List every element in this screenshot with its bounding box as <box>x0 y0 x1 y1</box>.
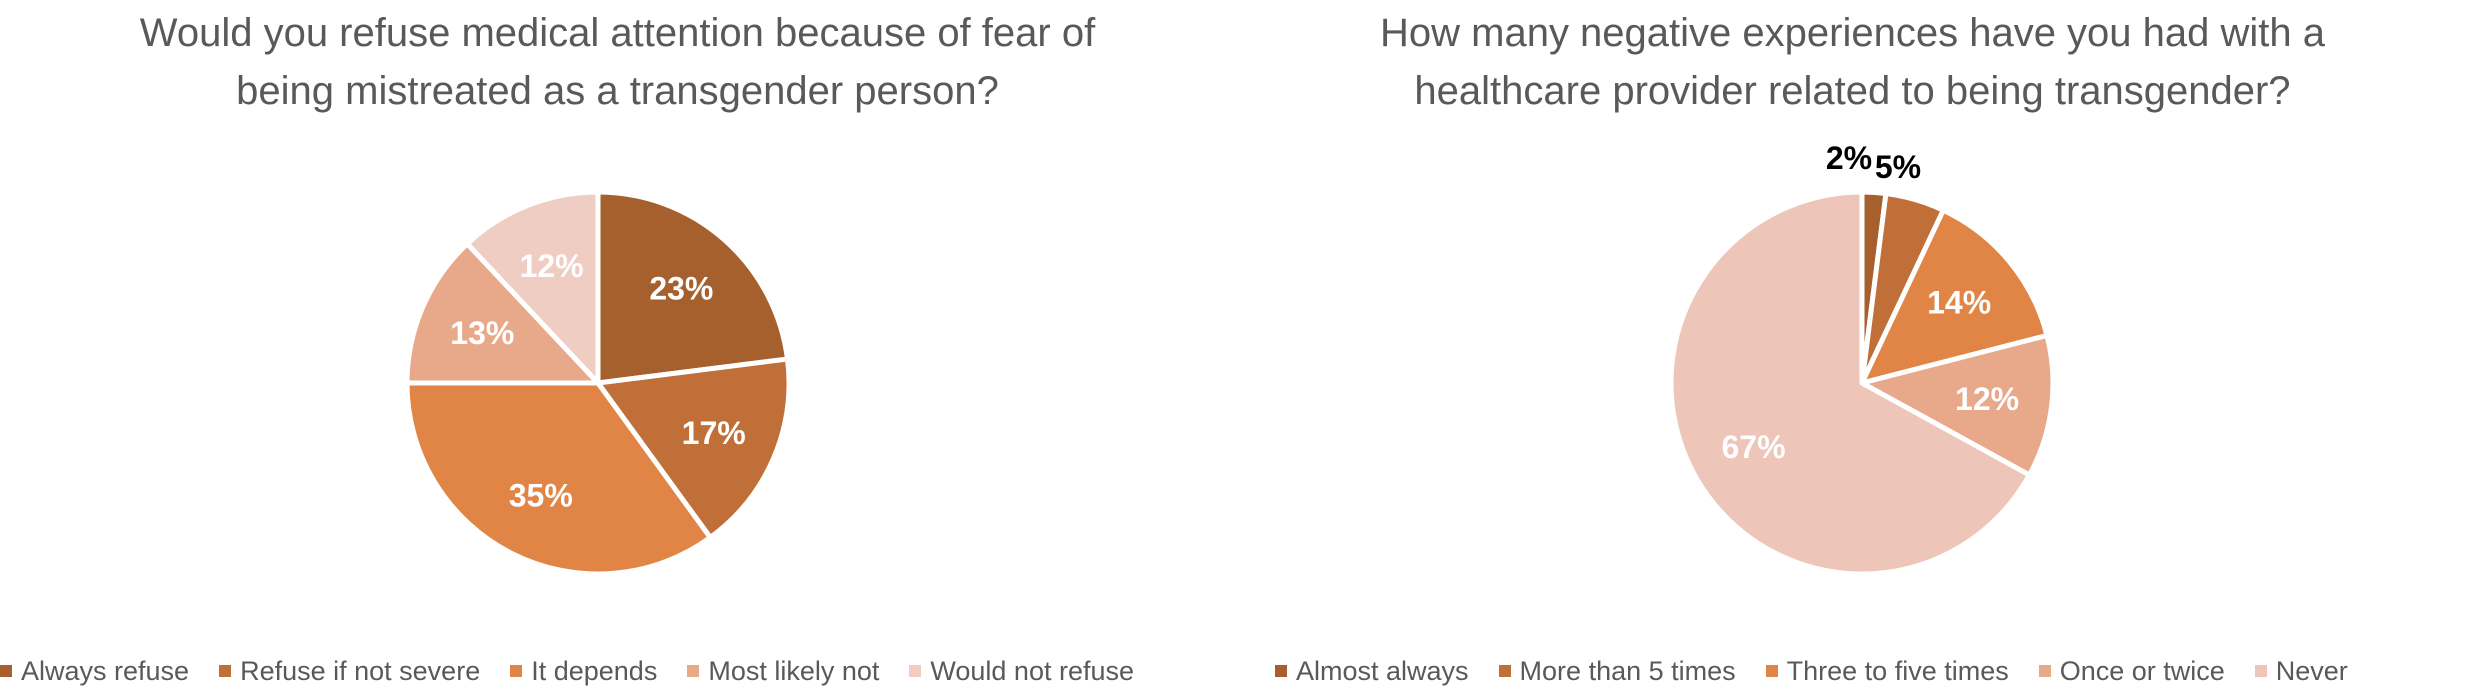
pie-data-label: 14% <box>1927 285 1991 321</box>
legend-swatch <box>687 664 700 677</box>
legend-item: Always refuse <box>0 656 189 687</box>
legend-label: Most likely not <box>708 656 880 686</box>
pie-slice <box>1859 333 2056 478</box>
legend-item: Never <box>2254 656 2348 687</box>
pie-slice <box>1668 189 2032 577</box>
pie-slice <box>404 241 601 386</box>
legend-item: Three to five times <box>1765 656 2009 687</box>
chart-title-left: Would you refuse medical attention becau… <box>0 4 1235 120</box>
pie-data-label: 5% <box>1875 149 1921 185</box>
chart-title-line: healthcare provider related to being tra… <box>1414 69 2291 113</box>
legend-label: Always refuse <box>21 656 190 686</box>
pie-data-label: 35% <box>509 477 573 513</box>
legend-label: Three to five times <box>1786 656 2009 686</box>
legend-item: Refuse if not severe <box>219 656 480 687</box>
pie-data-label: 67% <box>1721 429 1785 465</box>
legend-swatch <box>510 664 523 677</box>
legend-item: Would not refuse <box>909 656 1134 687</box>
legend-swatch <box>1275 664 1287 677</box>
legend-label: Once or twice <box>2059 656 2225 686</box>
legend-label: Almost always <box>1296 656 1469 686</box>
legend-swatch <box>1765 664 1778 677</box>
pie-slice <box>595 356 792 541</box>
legend-right: Almost always More than 5 times Three to f… <box>1275 656 2470 690</box>
pie-chart-left: 23% 17% 35% 13%12% <box>404 189 792 577</box>
legend-label: Never <box>2275 656 2348 686</box>
chart-panel-left: Would you refuse medical attention becau… <box>0 4 1235 690</box>
legend-item: Most likely not <box>687 656 879 687</box>
pie-chart-right: 2% 5% 14% 12% 67% <box>1668 140 2056 577</box>
legend-label: Refuse if not severe <box>240 656 481 686</box>
pie-data-label: 17% <box>682 415 746 451</box>
legend-swatch <box>0 664 12 677</box>
pie-data-label: 23% <box>649 270 713 306</box>
legend-label: Would not refuse <box>930 656 1135 686</box>
legend-item: It depends <box>510 656 657 687</box>
pie-slice <box>464 189 601 386</box>
legend-swatch <box>219 664 232 677</box>
pie-slice <box>1859 207 2050 386</box>
legend-label: More than 5 times <box>1519 656 1736 686</box>
chart-title-line: Would you refuse medical attention becau… <box>139 11 1096 55</box>
legend-swatch <box>2254 664 2267 677</box>
pie-data-label: 2% <box>1826 140 1872 176</box>
chart-panel-right: How many negative experiences have you h… <box>1235 0 2470 690</box>
chart-title-line: How many negative experiences have you h… <box>1380 11 2325 55</box>
pie-slice <box>595 189 790 386</box>
chart-title-line: being mistreated as a transgender person… <box>236 69 999 113</box>
pie-data-label: 12% <box>520 248 584 284</box>
legend-item: More than 5 times <box>1498 656 1736 687</box>
legend-swatch <box>909 664 922 677</box>
chart-title-right: How many negative experiences have you h… <box>1235 4 2470 120</box>
legend-item: Almost always <box>1275 656 1469 687</box>
legend-item: Once or twice <box>2038 656 2225 687</box>
pie-slice <box>404 380 713 577</box>
legend-swatch <box>1498 664 1511 677</box>
legend-label: It depends <box>531 656 658 686</box>
legend-left: Always refuse Refuse if not severe It depe… <box>0 656 1235 690</box>
pie-data-label: 12% <box>1955 381 2019 417</box>
pie-data-label: 13% <box>450 315 514 351</box>
legend-swatch <box>2038 664 2051 677</box>
